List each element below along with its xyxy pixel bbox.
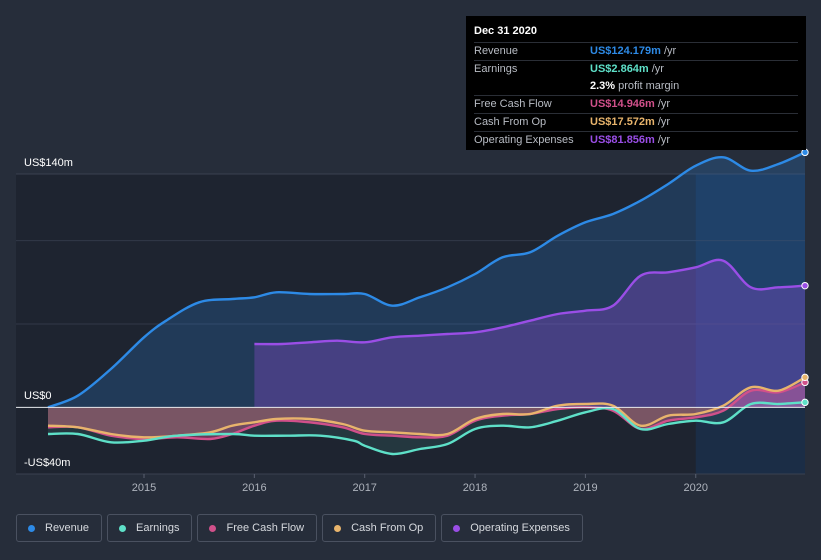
hover-tooltip: Dec 31 2020 Revenue US$124.179m /yr Earn… <box>466 16 806 150</box>
legend-label: Revenue <box>45 522 90 534</box>
tooltip-value: US$14.946m <box>590 98 655 110</box>
legend-operating-expenses[interactable]: Operating Expenses <box>441 514 583 542</box>
tooltip-unit: profit margin <box>618 80 680 92</box>
x-tick-label: 2016 <box>242 482 266 494</box>
tooltip-row-operating-expenses: Operating Expenses US$81.856m /yr <box>474 131 798 149</box>
tooltip-value: US$2.864m <box>590 63 649 75</box>
revenue-area <box>48 152 805 408</box>
legend-dot-icon <box>334 524 342 532</box>
tooltip-label: Earnings <box>474 63 518 75</box>
tooltip-value: 2.3% <box>590 80 616 92</box>
legend-dot-icon <box>119 524 127 532</box>
operating-expenses-line <box>254 258 806 346</box>
tooltip-label: Operating Expenses <box>474 134 574 146</box>
tooltip-label <box>474 78 590 95</box>
tooltip-value: US$124.179m <box>590 45 661 57</box>
legend-dot-icon <box>28 524 35 532</box>
legend-free-cash-flow[interactable]: Free Cash Flow <box>197 514 318 542</box>
tooltip-row-revenue: Revenue US$124.179m /yr <box>474 42 798 60</box>
tooltip-value: US$81.856m <box>590 134 655 146</box>
x-tick-label: 2017 <box>352 482 376 494</box>
x-tick-label: 2015 <box>132 482 156 494</box>
y-axis-zero-label: US$0 <box>24 390 52 402</box>
tooltip-unit: /yr <box>651 63 664 75</box>
tooltip-label: Revenue <box>474 45 519 57</box>
tooltip-label: Cash From Op <box>474 116 547 128</box>
tooltip-row-profit-margin: 2.3% profit margin <box>474 78 798 95</box>
y-axis-bottom-label: -US$40m <box>24 457 70 469</box>
x-tick-label: 2018 <box>463 482 487 494</box>
tooltip-unit: /yr <box>657 116 671 128</box>
tooltip-value: US$17.572m <box>590 116 655 128</box>
legend-earnings[interactable]: Earnings <box>107 514 193 542</box>
revenue-end-marker <box>801 148 809 157</box>
tooltip-row-earnings: Earnings US$2.864m /yr <box>474 60 798 78</box>
legend-dot-icon <box>209 524 217 532</box>
tooltip-date: Dec 31 2020 <box>474 25 537 37</box>
tooltip-unit: /yr <box>657 134 671 146</box>
legend-label: Cash From Op <box>351 522 424 534</box>
operating-expenses-end-marker <box>801 281 809 290</box>
earnings-line <box>47 401 806 456</box>
x-tick-label: 2019 <box>573 482 597 494</box>
legend-label: Earnings <box>136 522 180 534</box>
tooltip-row-free-cash-flow: Free Cash Flow US$14.946m /yr <box>474 95 798 113</box>
revenue-line <box>47 151 806 409</box>
earnings-end-marker <box>801 398 809 407</box>
tooltip-unit: /yr <box>657 98 671 110</box>
tooltip-label: Free Cash Flow <box>474 98 552 110</box>
tooltip-unit: /yr <box>663 45 677 57</box>
operating-expenses-area <box>254 259 805 408</box>
free-cash-flow-line <box>47 381 806 441</box>
legend-dot-icon <box>453 524 461 532</box>
legend-revenue[interactable]: Revenue <box>16 514 103 542</box>
x-tick-label: 2020 <box>684 482 708 494</box>
legend-label: Free Cash Flow <box>226 522 305 534</box>
legend-label: Operating Expenses <box>470 522 570 534</box>
y-axis-top-label: US$140m <box>24 157 73 169</box>
legend-cash-from-op[interactable]: Cash From Op <box>322 514 437 542</box>
earnings-area <box>48 402 805 455</box>
chart-legend: Revenue Earnings Free Cash Flow Cash Fro… <box>16 514 583 542</box>
tooltip-row-cash-from-op: Cash From Op US$17.572m /yr <box>474 113 798 131</box>
cash-from-op-end-marker <box>801 373 809 382</box>
